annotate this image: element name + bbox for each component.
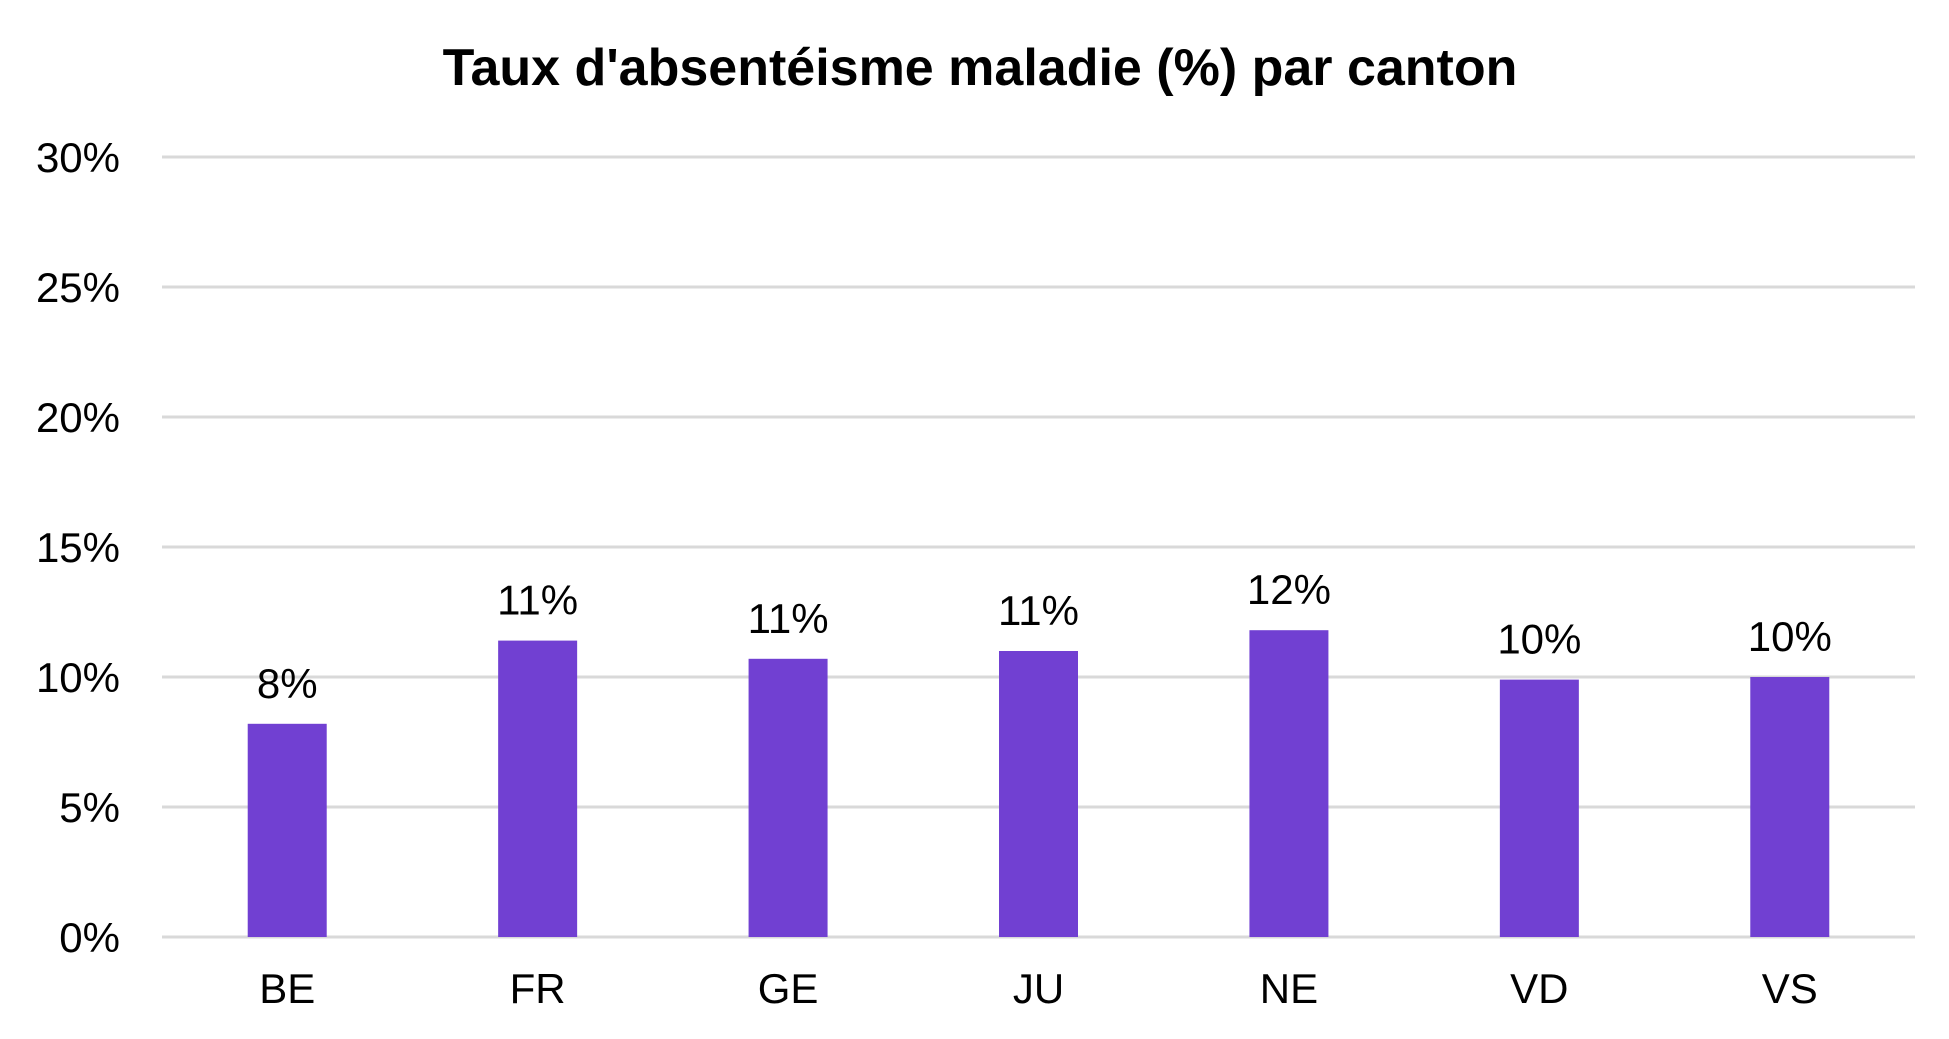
x-tick-label-ne: NE [1260,965,1318,1012]
y-tick-label: 25% [36,264,120,311]
bar-vd [1499,679,1579,937]
y-tick-label: 15% [36,524,120,571]
data-label-fr: 11% [497,577,578,624]
data-label-ne: 12% [1247,566,1331,613]
x-tick-label-ju: JU [1013,965,1064,1012]
y-axis-ticks: 0% 5% 10% 15% 20% 25% 30% [36,134,120,961]
x-axis-ticks: BE FR GE JU NE VD VS [259,965,1818,1012]
bars [247,630,1830,937]
x-tick-label-be: BE [259,965,315,1012]
bar-be [247,723,327,937]
bar-vs [1750,677,1830,937]
data-label-ge: 11% [748,595,829,642]
bar-fr [498,640,578,937]
chart-title: Taux d'absentéisme maladie (%) par canto… [443,39,1518,97]
y-tick-label: 10% [36,654,120,701]
bar-ge [748,658,828,937]
y-tick-label: 0% [59,914,120,961]
data-label-ju: 11% [998,587,1079,634]
x-tick-label-fr: FR [510,965,566,1012]
data-label-be: 8% [257,660,318,707]
y-tick-label: 30% [36,134,120,181]
data-label-vs: 10% [1748,613,1832,660]
y-tick-label: 5% [59,784,120,831]
x-tick-label-vd: VD [1510,965,1568,1012]
x-tick-label-vs: VS [1762,965,1818,1012]
bar-ju [999,651,1078,937]
data-label-vd: 10% [1497,616,1581,663]
x-tick-label-ge: GE [758,965,819,1012]
data-labels: 8% 11% 11% 11% 12% 10% 10% [257,566,1832,707]
y-tick-label: 20% [36,394,120,441]
bar-ne [1249,630,1329,937]
